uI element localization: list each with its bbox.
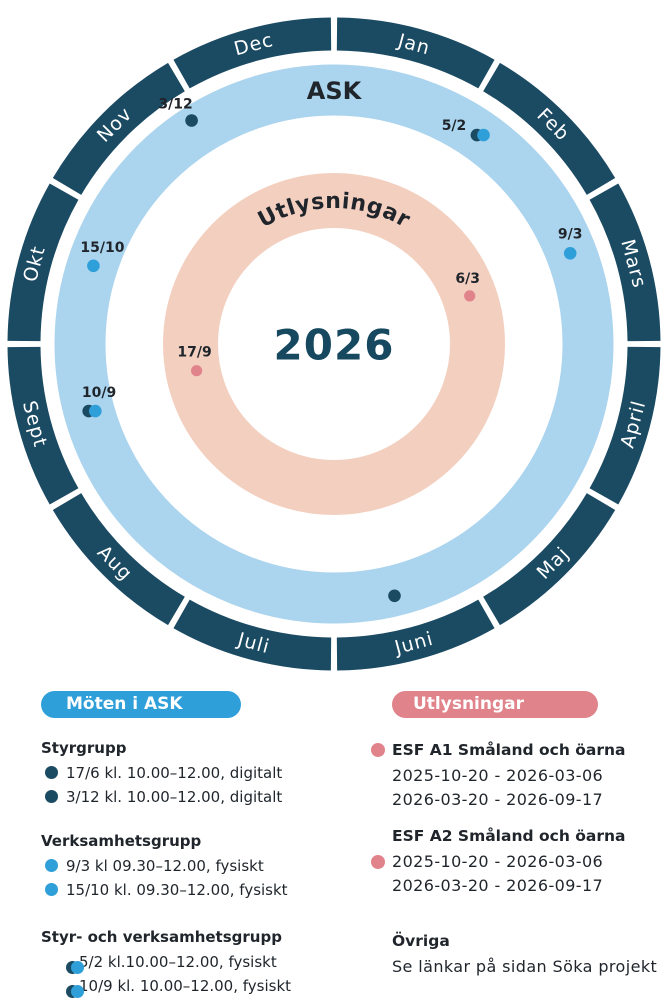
group-heading: Styr- och verksamhetsgrupp	[41, 928, 282, 946]
month-segment-nov	[52, 62, 186, 196]
event-date-label-utlysning-6-3: 6/3	[455, 271, 480, 287]
meeting-item: 9/3 kl 09.30–12.00, fysiskt	[41, 854, 376, 878]
month-segment-april	[589, 346, 661, 505]
utlysningar-ring	[163, 173, 505, 515]
event-date-label-utlysning-17-9: 17/9	[177, 345, 211, 361]
month-segment-mars	[589, 183, 661, 342]
legend-title-utlysningar: Utlysningar	[392, 691, 598, 718]
event-dot-styrgrupp-17-6	[388, 589, 401, 603]
event-date-label-verksamhetsgrupp-9-3: 9/3	[558, 226, 583, 242]
event-dot-verksamhetsgrupp-9-3	[563, 247, 577, 260]
meeting-item: 15/10 kl. 09.30–12.00, fysiskt	[41, 878, 376, 902]
event-dot-styr-och-verksamhetsgrupp-10-9-overlay	[89, 404, 102, 418]
utlysning-entry: Övriga Se länkar på sidan Söka projekt	[392, 933, 664, 979]
entry-line: 2026-03-20 - 2026-09-17	[392, 790, 604, 809]
legend-moten-i-ask: Möten i ASK Styrgrupp 17/6 kl. 10.00–12.0…	[41, 691, 376, 998]
utlysning-entry: ESF A1 Småland och öarna 2025-10-20 - 202…	[371, 741, 664, 812]
event-dot-styr-och-verksamhetsgrupp-5-2-overlay	[477, 128, 490, 142]
entry-line: Se länkar på sidan Söka projekt	[392, 957, 658, 976]
event-dot-verksamhetsgrupp-15-10	[87, 259, 100, 273]
meeting-text: 15/10 kl. 09.30–12.00, fysiskt	[66, 881, 288, 899]
event-date-label-styrgrupp-3-12: 3/12	[158, 97, 192, 113]
year-wheel: JanFebMarsAprilMajJuniJuliAugSeptOktNovD…	[7, 17, 661, 671]
month-segment-okt	[7, 183, 79, 342]
month-segment-jan	[336, 17, 495, 89]
ask-ring	[54, 64, 614, 624]
utlysning-entry: ESF A2 Småland och öarna 2025-10-20 - 202…	[371, 827, 664, 898]
entry-line: 2026-03-20 - 2026-09-17	[392, 876, 604, 895]
year-label: 2026	[274, 321, 395, 370]
entry-line: 2025-10-20 - 2026-03-06	[392, 852, 604, 871]
month-segment-juni	[336, 599, 495, 671]
event-date-label-verksamhetsgrupp-15-10: 15/10	[80, 240, 124, 256]
legend-title-moten-i-ask: Möten i ASK	[41, 691, 241, 718]
utlysning-entries: ESF A1 Småland och öarna 2025-10-20 - 202…	[371, 741, 664, 979]
entry-heading: ESF A2 Småland och öarna	[392, 827, 626, 845]
ask-ring-label: ASK	[307, 77, 363, 105]
event-date-label-styr-och-verksamhetsgrupp-10-9: 10/9	[82, 385, 116, 401]
month-segment-dec	[173, 17, 332, 89]
month-segment-feb	[482, 62, 616, 196]
entry-line: 2025-10-20 - 2026-03-06	[392, 766, 604, 785]
month-segment-juli	[173, 599, 332, 671]
meeting-text: 9/3 kl 09.30–12.00, fysiskt	[66, 857, 264, 875]
dual-dot-icon	[66, 984, 84, 998]
pink-dot-icon	[371, 743, 385, 757]
ask-group: Verksamhetsgrupp 9/3 kl 09.30–12.00, fysi…	[41, 833, 376, 902]
ask-meeting-groups: Styrgrupp 17/6 kl. 10.00–12.00, digitalt 3…	[41, 740, 376, 998]
month-segment-aug	[52, 492, 186, 626]
blue-dot-icon	[45, 883, 58, 896]
month-segment-maj	[482, 492, 616, 626]
ask-group: Styr- och verksamhetsgrupp 5/2 kl.10.00–1…	[41, 929, 376, 998]
meeting-text: 3/12 kl. 10.00–12.00, digitalt	[66, 788, 283, 806]
meeting-text: 17/6 kl. 10.00–12.00, digitalt	[66, 764, 283, 782]
pink-dot-icon	[371, 855, 385, 869]
meeting-item: 5/2 kl.10.00–12.00, fysiskt	[41, 950, 376, 974]
meeting-text: 10/9 kl. 10.00–12.00, fysiskt	[79, 977, 292, 995]
meeting-item: 3/12 kl. 10.00–12.00, digitalt	[41, 785, 376, 809]
event-date-label-styr-och-verksamhetsgrupp-5-2: 5/2	[442, 118, 467, 134]
legend-utlysningar: Utlysningar ESF A1 Småland och öarna 2025…	[371, 691, 664, 979]
event-dot-utlysning-17-9	[191, 365, 203, 377]
navy-dot-icon	[45, 790, 58, 803]
blue-dot-icon	[45, 859, 58, 872]
group-heading: Styrgrupp	[41, 739, 127, 757]
meeting-text: 5/2 kl.10.00–12.00, fysiskt	[79, 953, 277, 971]
group-heading: Verksamhetsgrupp	[41, 832, 202, 850]
dual-dot-icon	[66, 960, 84, 974]
event-dot-styrgrupp-3-12	[185, 114, 198, 127]
entry-heading: Övriga	[392, 932, 450, 950]
month-segment-sept	[7, 346, 79, 505]
meeting-item: 17/6 kl. 10.00–12.00, digitalt	[41, 761, 376, 785]
entry-heading: ESF A1 Småland och öarna	[392, 741, 626, 759]
meeting-item: 10/9 kl. 10.00–12.00, fysiskt	[41, 974, 376, 998]
event-dot-utlysning-6-3	[464, 290, 476, 302]
ask-group: Styrgrupp 17/6 kl. 10.00–12.00, digitalt 3…	[41, 740, 376, 809]
navy-dot-icon	[45, 766, 58, 779]
